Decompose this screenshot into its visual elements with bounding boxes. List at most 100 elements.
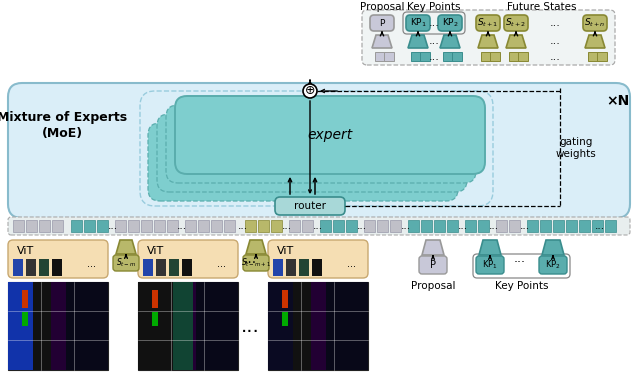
Text: ...: ... (489, 221, 499, 231)
Bar (268, 282, 368, 370)
Polygon shape (116, 240, 136, 254)
Text: $S_{t+1}$: $S_{t+1}$ (477, 17, 499, 29)
Bar (333, 220, 344, 232)
Bar (293, 282, 311, 370)
Bar (286, 259, 296, 276)
Text: ...: ... (520, 221, 530, 231)
Bar (13, 259, 23, 276)
Bar (588, 52, 598, 61)
Bar (173, 282, 193, 370)
Bar (301, 220, 312, 232)
Bar (495, 220, 506, 232)
FancyBboxPatch shape (157, 114, 467, 192)
Polygon shape (422, 240, 444, 255)
FancyBboxPatch shape (243, 255, 269, 271)
FancyBboxPatch shape (539, 256, 567, 274)
Bar (13, 220, 24, 232)
Bar (211, 220, 221, 232)
Bar (196, 282, 238, 370)
Text: ...: ... (550, 52, 561, 62)
Bar (138, 282, 163, 370)
Bar (420, 220, 431, 232)
Bar (518, 52, 528, 61)
Bar (26, 259, 36, 276)
Text: ...: ... (401, 221, 411, 231)
Text: P: P (430, 260, 436, 270)
Bar (384, 52, 394, 61)
Bar (552, 220, 563, 232)
Polygon shape (478, 35, 498, 48)
Polygon shape (372, 35, 392, 48)
Text: ...: ... (550, 18, 561, 28)
Bar (527, 220, 538, 232)
Text: ...: ... (177, 221, 187, 231)
Bar (566, 220, 577, 232)
Bar (282, 290, 288, 308)
Bar (447, 220, 458, 232)
Bar (311, 282, 326, 370)
Text: ViT: ViT (277, 246, 294, 256)
Bar (509, 52, 519, 61)
Text: ViT: ViT (17, 246, 35, 256)
Bar (33, 282, 51, 370)
Bar (97, 220, 108, 232)
Text: ⊕: ⊕ (305, 84, 316, 97)
Bar (375, 52, 385, 61)
Bar (364, 220, 374, 232)
Bar (70, 220, 81, 232)
Bar (39, 259, 49, 276)
Text: ×N: ×N (606, 94, 630, 108)
FancyBboxPatch shape (275, 197, 345, 215)
Polygon shape (542, 240, 564, 255)
Text: Proposal: Proposal (411, 281, 455, 291)
Text: ...: ... (313, 221, 323, 231)
FancyBboxPatch shape (438, 15, 462, 31)
FancyBboxPatch shape (406, 15, 430, 31)
FancyBboxPatch shape (476, 15, 500, 31)
Text: ...: ... (216, 259, 225, 269)
Text: expert: expert (307, 128, 353, 142)
Text: ...: ... (429, 37, 440, 47)
Bar (390, 220, 401, 232)
Bar (299, 259, 309, 276)
Text: (MoE): (MoE) (42, 126, 83, 139)
Text: ...: ... (357, 221, 367, 231)
Bar (605, 220, 616, 232)
Bar (289, 220, 300, 232)
Bar (143, 259, 153, 276)
Bar (326, 282, 368, 370)
Bar (22, 312, 28, 326)
FancyBboxPatch shape (148, 123, 458, 201)
Text: ViT: ViT (147, 246, 164, 256)
FancyBboxPatch shape (8, 217, 630, 235)
Bar (38, 220, 49, 232)
Bar (273, 259, 283, 276)
Bar (184, 220, 195, 232)
Bar (182, 259, 192, 276)
Bar (271, 220, 282, 232)
Bar (477, 220, 488, 232)
Bar (540, 220, 550, 232)
Bar (163, 282, 181, 370)
Polygon shape (408, 35, 428, 48)
Text: gating
weights: gating weights (556, 137, 596, 159)
Text: ...: ... (429, 18, 440, 28)
Bar (346, 220, 356, 232)
Text: P: P (380, 18, 385, 28)
Bar (579, 220, 589, 232)
FancyBboxPatch shape (583, 15, 607, 31)
Text: $\mathrm{KP_1}$: $\mathrm{KP_1}$ (410, 17, 426, 29)
Text: ...: ... (514, 253, 526, 265)
Bar (127, 220, 138, 232)
Bar (465, 220, 476, 232)
FancyBboxPatch shape (8, 83, 630, 218)
Bar (443, 52, 453, 61)
Circle shape (303, 84, 317, 98)
Text: ...: ... (346, 259, 355, 269)
Text: $S_{t+n}$: $S_{t+n}$ (584, 17, 606, 29)
Text: router: router (294, 201, 326, 211)
Bar (257, 220, 269, 232)
FancyBboxPatch shape (268, 240, 368, 278)
FancyBboxPatch shape (166, 105, 476, 183)
Bar (452, 52, 462, 61)
